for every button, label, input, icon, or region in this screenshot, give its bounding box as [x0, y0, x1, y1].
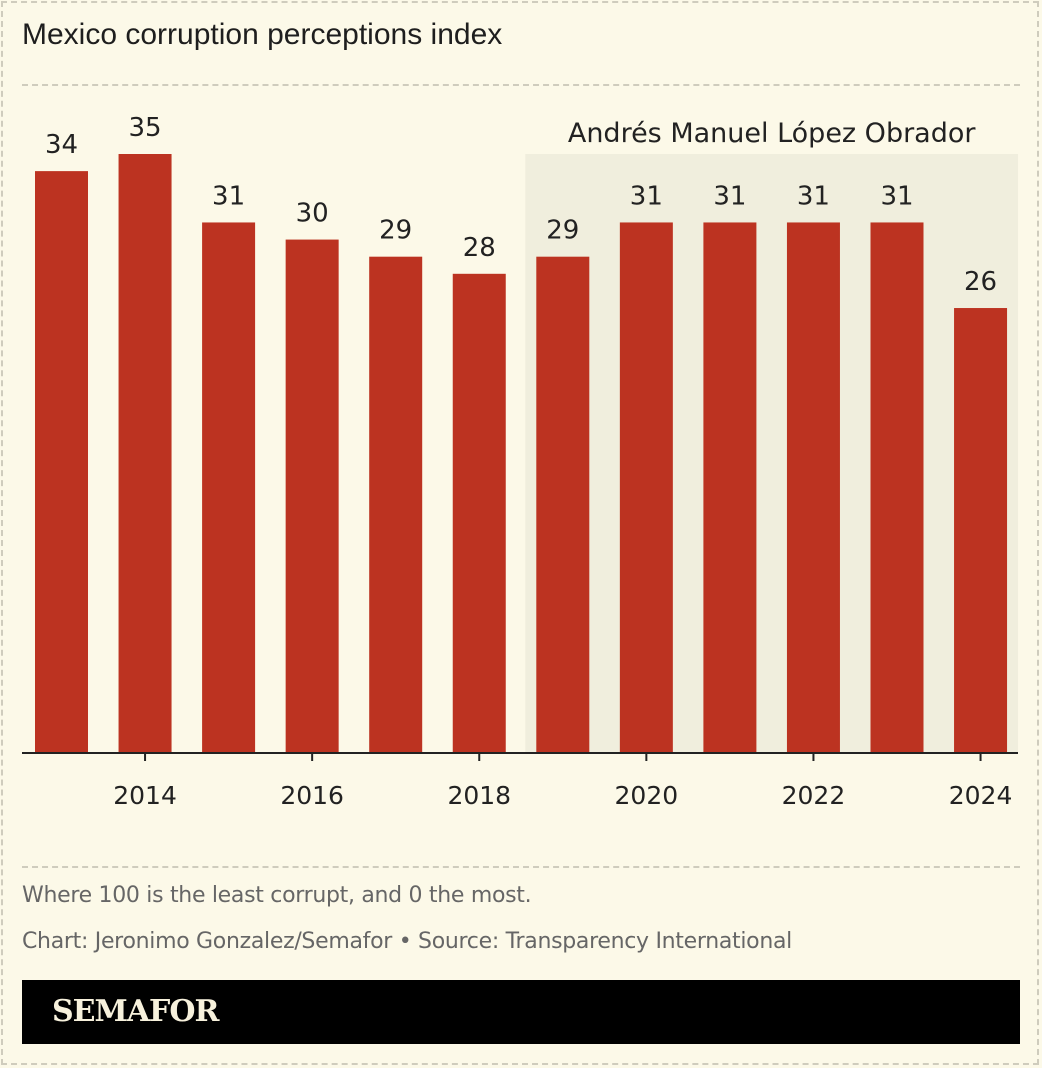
bar-2022: [786, 222, 840, 753]
chart-title: Mexico corruption perceptions index: [22, 18, 503, 51]
data-label-2024: 26: [964, 267, 997, 297]
bar-2015: [202, 222, 256, 753]
data-label-2015: 31: [212, 181, 245, 211]
data-label-2016: 30: [296, 199, 329, 229]
divider: [22, 84, 1020, 86]
bar-2016: [285, 239, 339, 754]
bar-2020: [619, 222, 673, 753]
x-tick-label-2024: 2024: [949, 781, 1013, 810]
data-label-2013: 34: [45, 130, 78, 160]
data-label-2023: 31: [880, 181, 913, 211]
data-label-2017: 29: [379, 216, 412, 246]
bar-2014: [118, 154, 172, 753]
data-label-2014: 35: [129, 113, 162, 143]
x-tick-label-2022: 2022: [782, 781, 846, 810]
x-tick-label-2018: 2018: [447, 781, 511, 810]
semafor-logo: SEMAFOR: [22, 980, 1020, 1044]
footnote: Where 100 is the least corrupt, and 0 th…: [22, 883, 532, 908]
data-label-2018: 28: [463, 233, 496, 263]
data-label-2019: 29: [546, 216, 579, 246]
x-tick-label-2016: 2016: [280, 781, 344, 810]
annotation-shade: [525, 154, 1019, 753]
bar-2019: [536, 256, 590, 753]
logo-text: SEMAFOR: [52, 994, 219, 1029]
bar-2018: [452, 273, 506, 753]
data-label-2021: 31: [713, 181, 746, 211]
bar-2023: [870, 222, 924, 753]
bar-2017: [369, 256, 423, 753]
x-tick-label-2014: 2014: [113, 781, 177, 810]
bar-chart: Andrés Manuel López Obrador 34 35 31 30 29 28 2…: [22, 113, 1019, 810]
annotation-label: Andrés Manuel López Obrador: [568, 118, 977, 149]
x-tick-label-2020: 2020: [615, 781, 679, 810]
bar-2013: [35, 171, 88, 754]
data-label-2022: 31: [797, 181, 830, 211]
data-label-2020: 31: [630, 181, 663, 211]
bar-2021: [703, 222, 757, 753]
credit: Chart: Jeronimo Gonzalez/Semafor • Sourc…: [22, 929, 792, 954]
bar-2024: [954, 308, 1008, 753]
divider: [22, 866, 1020, 868]
